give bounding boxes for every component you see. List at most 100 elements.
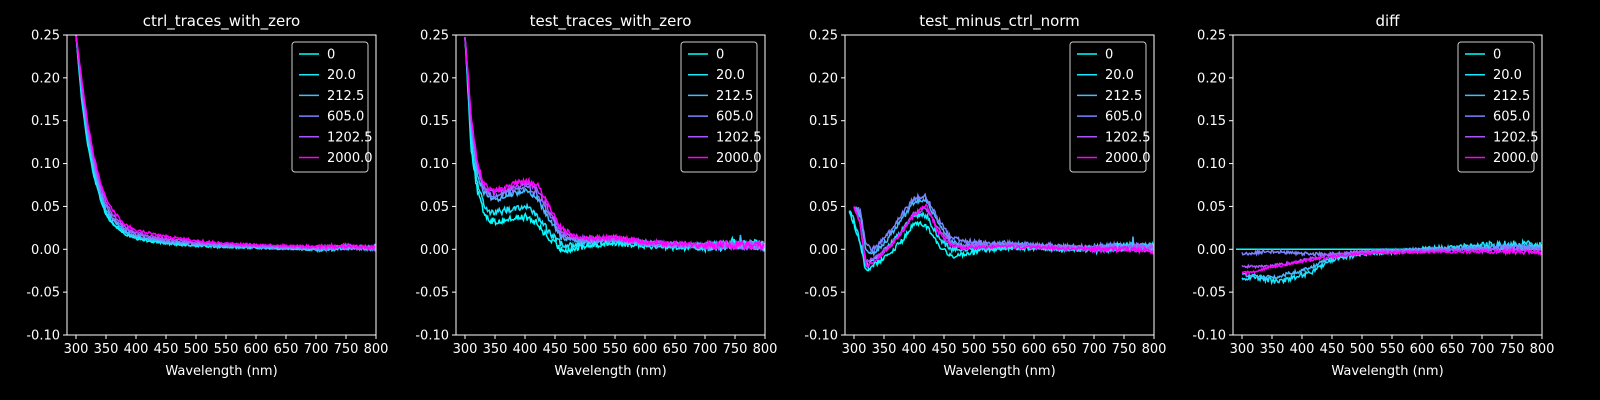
legend-label-5: 2000.0 [327, 151, 373, 166]
chart-title: diff [1375, 12, 1400, 30]
legend-label-2: 212.5 [1493, 89, 1530, 104]
y-tick-label: 0.20 [1197, 71, 1226, 86]
x-tick-label: 300 [1230, 342, 1255, 357]
y-tick-label: 0.00 [809, 243, 838, 258]
x-tick-label: 400 [902, 342, 927, 357]
y-tick-label: -0.10 [804, 329, 838, 344]
x-tick-label: 650 [1052, 342, 1077, 357]
y-tick-label: 0.10 [809, 157, 838, 172]
plot-frame [66, 34, 377, 336]
series-line-5 [75, 35, 376, 252]
y-tick-label: 0.10 [420, 157, 449, 172]
x-tick-label: 350 [872, 342, 897, 357]
y-tick-label: -0.10 [415, 329, 449, 344]
x-tick-label: 300 [64, 342, 89, 357]
x-tick-label: 600 [1410, 342, 1435, 357]
series-line-5 [1241, 246, 1542, 276]
y-tick-label: 0.25 [809, 29, 838, 44]
x-tick-label: 750 [1500, 342, 1525, 357]
subplots: ctrl_traces_with_zero 300 350 400 450 500 550 6… [26, 12, 1554, 379]
x-tick-label: 650 [1440, 342, 1465, 357]
legend-label-1: 20.0 [716, 68, 745, 83]
y-tick-label: 0.20 [420, 71, 449, 86]
x-tick-label: 650 [274, 342, 299, 357]
y-tick-label: -0.10 [26, 329, 60, 344]
chart-title: test_minus_ctrl_norm [919, 12, 1080, 31]
chart-title: test_traces_with_zero [530, 12, 692, 31]
y-tick-label: -0.10 [1192, 329, 1226, 344]
series-lines [1236, 238, 1542, 286]
legend-label-0: 0 [327, 48, 335, 63]
x-tick-label: 750 [334, 342, 359, 357]
legend-label-5: 2000.0 [1493, 151, 1539, 166]
x-tick-label: 350 [94, 342, 119, 357]
y-tick-label: 0.00 [420, 243, 449, 258]
plot-frame [844, 34, 1155, 336]
x-tick-label: 500 [1350, 342, 1375, 357]
legend-label-4: 1202.5 [1105, 130, 1151, 145]
x-tick-label: 600 [633, 342, 658, 357]
x-tick-label: 400 [513, 342, 538, 357]
plot-frame [455, 34, 766, 336]
x-axis-label: Wavelength (nm) [554, 364, 666, 379]
x-tick-label: 450 [543, 342, 568, 357]
legend-label-4: 1202.5 [327, 130, 373, 145]
x-tick-label: 800 [753, 342, 778, 357]
legend-label-4: 1202.5 [1493, 130, 1539, 145]
x-tick-label: 550 [992, 342, 1017, 357]
y-tick-label: 0.05 [809, 200, 838, 215]
legend-label-0: 0 [1105, 48, 1113, 63]
legend-label-3: 605.0 [1105, 110, 1142, 125]
y-tick-label: 0.05 [1197, 200, 1226, 215]
x-tick-label: 700 [693, 342, 718, 357]
x-tick-label: 450 [154, 342, 179, 357]
x-tick-label: 700 [1470, 342, 1495, 357]
legend-label-0: 0 [1493, 48, 1501, 63]
y-tick-label: 0.05 [31, 200, 60, 215]
x-tick-label: 300 [453, 342, 478, 357]
legend-label-2: 212.5 [1105, 89, 1142, 104]
x-tick-label: 300 [842, 342, 867, 357]
x-tick-label: 450 [932, 342, 957, 357]
y-tick-label: 0.10 [31, 157, 60, 172]
x-tick-label: 400 [124, 342, 149, 357]
y-tick-label: 0.15 [420, 114, 449, 129]
y-tick-label: -0.05 [26, 286, 60, 301]
legend-label-1: 20.0 [327, 68, 356, 83]
x-tick-label: 750 [1112, 342, 1137, 357]
x-axis-label: Wavelength (nm) [943, 364, 1055, 379]
y-tick-label: 0.10 [1197, 157, 1226, 172]
y-tick-label: -0.05 [1192, 286, 1226, 301]
subplot-0: ctrl_traces_with_zero 300 350 400 450 500 550 6… [26, 12, 388, 379]
y-tick-label: 0.20 [809, 71, 838, 86]
x-tick-label: 800 [364, 342, 389, 357]
legend-label-1: 20.0 [1493, 68, 1522, 83]
chart-title: ctrl_traces_with_zero [143, 12, 300, 31]
y-tick-label: 0.15 [809, 114, 838, 129]
x-tick-label: 700 [1082, 342, 1107, 357]
legend-label-2: 212.5 [327, 89, 364, 104]
legend-label-2: 212.5 [716, 89, 753, 104]
legend-label-3: 605.0 [716, 110, 753, 125]
y-tick-label: -0.05 [804, 286, 838, 301]
legend-label-0: 0 [716, 48, 724, 63]
x-tick-label: 500 [573, 342, 598, 357]
x-tick-label: 500 [184, 342, 209, 357]
x-tick-label: 550 [1380, 342, 1405, 357]
x-tick-label: 750 [723, 342, 748, 357]
legend-label-3: 605.0 [327, 110, 364, 125]
y-tick-label: 0.15 [31, 114, 60, 129]
subplot-2: test_minus_ctrl_norm 300 350 400 450 500 550 60… [804, 12, 1166, 379]
x-axis-label: Wavelength (nm) [1331, 364, 1443, 379]
y-tick-label: 0.00 [31, 243, 60, 258]
x-axis-label: Wavelength (nm) [165, 364, 277, 379]
x-tick-label: 800 [1530, 342, 1555, 357]
legend-label-3: 605.0 [1493, 110, 1530, 125]
x-tick-label: 550 [603, 342, 628, 357]
y-tick-label: -0.05 [415, 286, 449, 301]
x-tick-label: 600 [244, 342, 269, 357]
y-tick-label: 0.25 [1197, 29, 1226, 44]
x-tick-label: 550 [214, 342, 239, 357]
